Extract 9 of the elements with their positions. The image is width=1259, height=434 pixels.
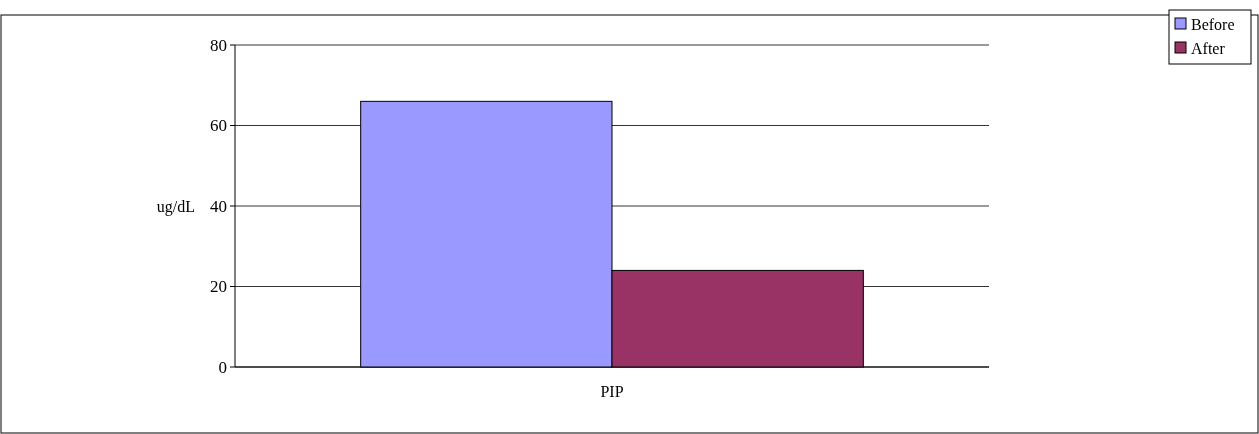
y-tick-label: 20 bbox=[210, 277, 227, 297]
legend-label: Before bbox=[1191, 15, 1235, 33]
y-tick-label: 80 bbox=[210, 35, 227, 55]
x-tick-label: PIP bbox=[600, 383, 624, 400]
legend-label: After bbox=[1191, 39, 1226, 57]
y-axis-title: ug/dL bbox=[156, 197, 195, 216]
y-tick-label: 40 bbox=[210, 196, 227, 216]
y-tick-label: 60 bbox=[210, 116, 227, 136]
y-tick-label: 0 bbox=[218, 357, 227, 377]
